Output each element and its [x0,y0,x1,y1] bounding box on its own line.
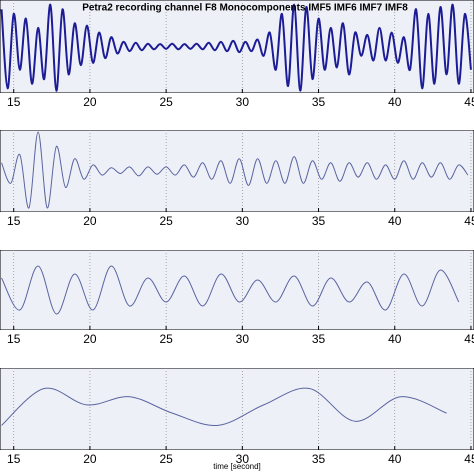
x-tick-label: 20 [83,214,97,228]
x-tick-label: 35 [312,95,326,109]
x-tick-label: 30 [236,452,250,466]
panel [0,0,474,93]
x-tick-label: 20 [83,95,97,109]
plot-background [0,368,474,450]
x-tick-label: 25 [159,214,173,228]
chart-title: Petra2 recording channel F8 Monocomponen… [82,3,408,14]
panel [0,368,474,450]
x-tick-label: 40 [388,95,402,109]
data-line [1,131,469,209]
x-tick-label: 30 [236,332,250,346]
x-tick-label: 35 [312,452,326,466]
x-tick-label: 35 [312,332,326,346]
x-tick-label: 40 [388,452,402,466]
x-tick-label: 30 [236,95,250,109]
x-tick-label: 15 [7,95,21,109]
x-tick-label: 45 [464,214,474,228]
x-tick-label: 45 [464,452,474,466]
data-line [0,3,472,92]
x-tick-label: 20 [83,332,97,346]
data-line [1,387,447,426]
x-tick-label: 25 [159,95,173,109]
plot-background [0,250,474,330]
panel [0,250,474,330]
x-tick-label: 40 [388,214,402,228]
x-tick-label: 35 [312,214,326,228]
data-line [1,265,460,315]
x-tick-label: 25 [159,332,173,346]
x-tick-label: 15 [7,214,21,228]
x-tick-label: 30 [236,214,250,228]
x-tick-label: 20 [83,452,97,466]
x-axis-label: time [second] [213,462,261,471]
panel [0,130,474,212]
x-tick-label: 45 [464,332,474,346]
x-tick-label: 25 [159,452,173,466]
x-tick-label: 40 [388,332,402,346]
plot-background [0,130,474,212]
x-tick-label: 15 [7,332,21,346]
x-tick-label: 15 [7,452,21,466]
x-tick-label: 45 [464,95,474,109]
